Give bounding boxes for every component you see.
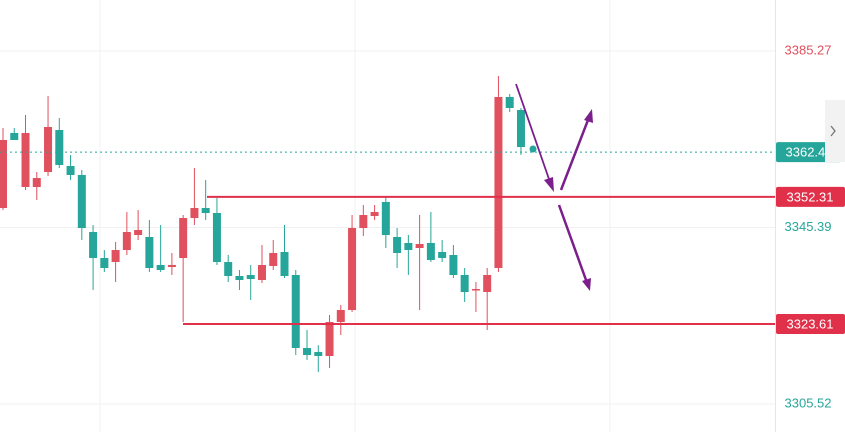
grid bbox=[0, 0, 775, 432]
candle-body bbox=[404, 242, 413, 251]
candle-body bbox=[224, 262, 233, 277]
level-box bbox=[776, 313, 845, 334]
candle-body bbox=[359, 215, 368, 229]
side-tab-icon[interactable] bbox=[830, 125, 836, 137]
candle-body bbox=[257, 264, 266, 280]
candle-body bbox=[438, 252, 447, 258]
candle-body bbox=[348, 228, 357, 311]
arrow-head bbox=[584, 109, 593, 123]
arrow bbox=[559, 119, 590, 191]
candle-body bbox=[415, 243, 424, 248]
candle-body bbox=[134, 230, 143, 236]
candle-body bbox=[21, 132, 30, 187]
candle-body bbox=[246, 274, 255, 280]
candle-body bbox=[66, 166, 75, 175]
level-box bbox=[776, 186, 845, 207]
candle-body bbox=[179, 218, 188, 258]
candle-body bbox=[0, 140, 7, 209]
candle-body bbox=[156, 264, 165, 270]
candle-body bbox=[494, 96, 503, 268]
candle-body bbox=[10, 132, 19, 141]
candle-body bbox=[32, 177, 41, 187]
candle-body bbox=[145, 237, 154, 268]
candle-body bbox=[89, 232, 98, 258]
arrows bbox=[515, 83, 593, 291]
level-label: 3323.61 bbox=[787, 316, 834, 331]
candle-body bbox=[460, 274, 469, 292]
arrow bbox=[557, 204, 588, 281]
candle-body bbox=[381, 201, 390, 236]
candle-body bbox=[449, 254, 458, 275]
y-tick-label: 3385.27 bbox=[785, 42, 832, 57]
candle-body bbox=[393, 237, 402, 253]
candle-body bbox=[291, 274, 300, 348]
candle-body bbox=[471, 289, 480, 291]
candle-body bbox=[314, 352, 323, 356]
candle-body bbox=[44, 127, 53, 172]
arrow-head bbox=[582, 278, 591, 291]
candle-body bbox=[167, 264, 176, 268]
last-price-dot bbox=[529, 145, 537, 153]
candle-body bbox=[426, 242, 435, 260]
price-axis: 3385.27 3345.39 3305.52 3362.43 3352.31 3323.… bbox=[776, 42, 845, 410]
candle-body bbox=[516, 110, 525, 148]
candle-body bbox=[190, 208, 199, 219]
candle-body bbox=[122, 232, 131, 251]
arrow bbox=[515, 83, 551, 183]
candle-body bbox=[201, 208, 210, 214]
candle-body bbox=[505, 96, 514, 109]
plot bbox=[0, 76, 775, 372]
candle-body bbox=[303, 347, 312, 355]
candle-body bbox=[212, 213, 221, 263]
candle-body bbox=[235, 276, 244, 280]
arrow-head bbox=[544, 177, 554, 192]
candle-body bbox=[370, 211, 379, 216]
candle-body bbox=[100, 257, 109, 268]
y-tick-label: 3305.52 bbox=[785, 395, 832, 410]
candle-body bbox=[483, 274, 492, 292]
y-tick-label: 3345.39 bbox=[785, 219, 832, 234]
candle-body bbox=[280, 252, 289, 277]
candle-body bbox=[325, 321, 334, 356]
candle-body bbox=[55, 130, 64, 165]
candle-body bbox=[77, 174, 86, 229]
candle-body bbox=[111, 250, 120, 263]
current-price-label: 3362.43 bbox=[786, 145, 833, 160]
level-label: 3352.31 bbox=[787, 189, 834, 204]
candle-body bbox=[336, 310, 345, 322]
candle-body bbox=[269, 252, 278, 266]
